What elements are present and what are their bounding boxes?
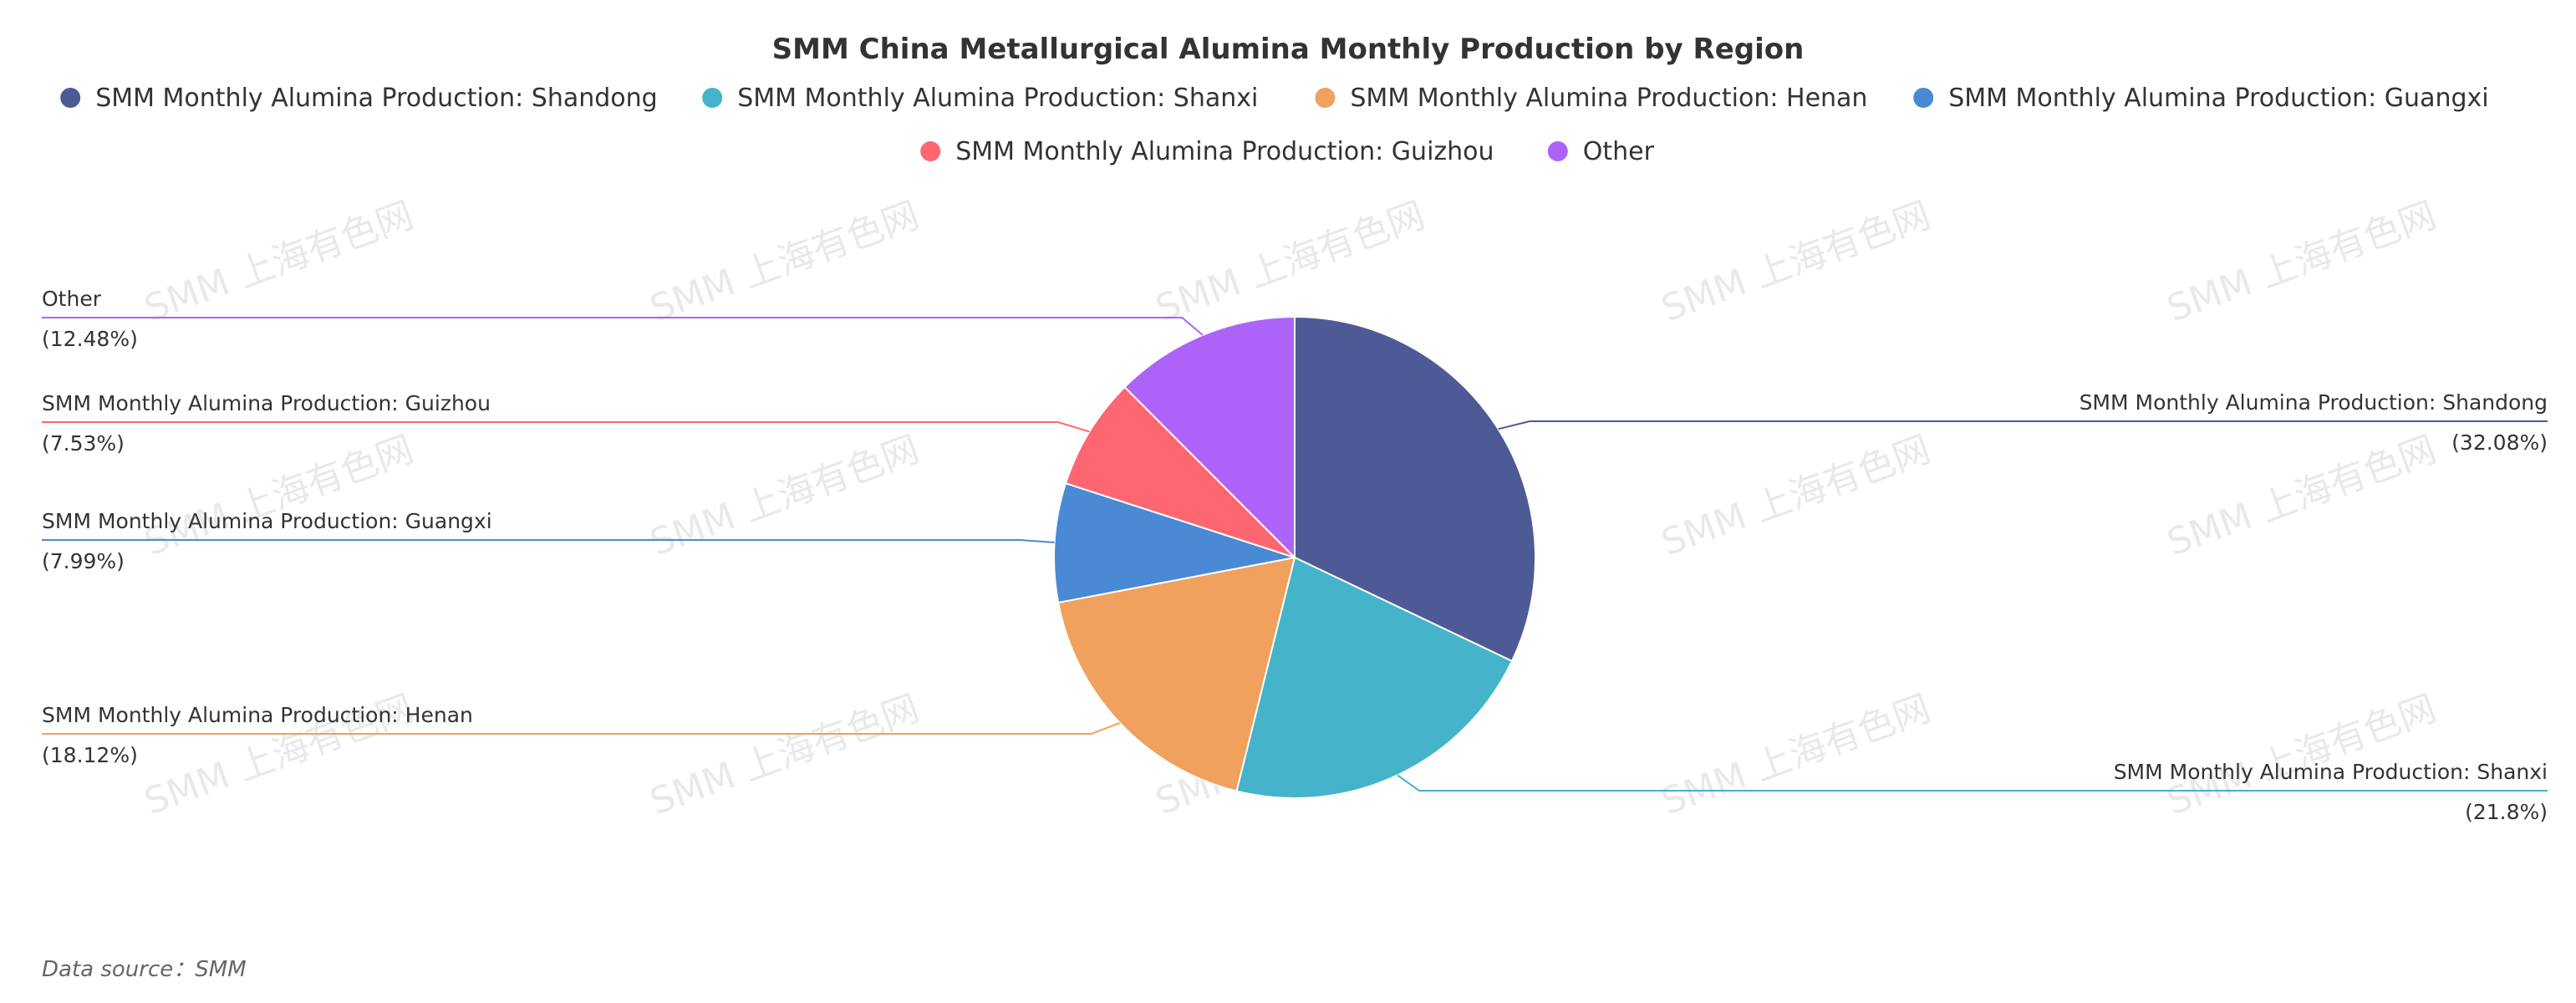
watermark-text: SMM 上海有色网 <box>1656 194 1936 330</box>
watermark-text: SMM 上海有色网 <box>1656 687 1936 823</box>
legend-marker <box>1315 88 1336 108</box>
legend-item[interactable]: SMM Monthly Alumina Production: Guangxi <box>1913 84 2489 113</box>
slice-label-name: SMM Monthly Alumina Production: Shanxi <box>2114 760 2548 784</box>
slice-label-percent: (21.8%) <box>2465 800 2548 824</box>
legend-marker <box>1913 88 1934 108</box>
slice-label-name: SMM Monthly Alumina Production: Henan <box>42 703 473 727</box>
legend-label: Other <box>1583 137 1655 166</box>
legend-label: SMM Monthly Alumina Production: Shandong <box>95 84 658 113</box>
slice-label-percent: (12.48%) <box>42 327 138 351</box>
slice-label-percent: (32.08%) <box>2451 430 2548 455</box>
pie-slice[interactable] <box>1235 556 1514 800</box>
leader-lines <box>42 317 2548 792</box>
watermark-text: SMM 上海有色网 <box>644 687 924 823</box>
legend-item[interactable]: SMM Monthly Alumina Production: Henan <box>1315 84 1867 113</box>
legend-item[interactable]: SMM Monthly Alumina Production: Shanxi <box>702 84 1258 113</box>
legend-marker <box>920 141 941 161</box>
watermark-text: SMM 上海有色网 <box>139 428 419 564</box>
legend-label: SMM Monthly Alumina Production: Shanxi <box>737 84 1258 113</box>
legend-item[interactable]: SMM Monthly Alumina Production: Guizhou <box>920 137 1494 166</box>
pie-slices <box>1053 315 1536 800</box>
slice-label-percent: (18.12%) <box>42 743 138 767</box>
legend-marker <box>60 88 81 108</box>
pie-slice[interactable] <box>1053 481 1296 604</box>
pie-slice[interactable] <box>1123 315 1296 560</box>
legend-item[interactable]: Other <box>1547 137 1655 166</box>
watermark-text: SMM 上海有色网 <box>139 194 419 330</box>
watermark-text: SMM 上海有色网 <box>2161 428 2441 564</box>
legend: SMM Monthly Alumina Production: Shandong… <box>60 84 2489 166</box>
leader-line <box>42 539 1055 544</box>
leader-line <box>1397 774 2548 792</box>
watermark-text: SMM 上海有色网 <box>1150 194 1430 330</box>
leader-line <box>42 421 1090 433</box>
watermark-text: SMM 上海有色网 <box>644 194 924 330</box>
legend-label: SMM Monthly Alumina Production: Guangxi <box>1948 84 2488 113</box>
watermark-text: SMM 上海有色网 <box>2161 194 2441 330</box>
legend-label: SMM Monthly Alumina Production: Henan <box>1350 84 1867 113</box>
legend-label: SMM Monthly Alumina Production: Guizhou <box>955 137 1494 166</box>
data-source-note: Data source：SMM <box>42 957 247 982</box>
slice-label-name: SMM Monthly Alumina Production: Guizhou <box>42 391 491 415</box>
legend-marker <box>702 88 723 108</box>
slice-label-percent: (7.99%) <box>42 549 125 573</box>
leader-line <box>42 722 1121 735</box>
slice-label-name: Other <box>42 287 102 311</box>
chart-title: SMM China Metallurgical Alumina Monthly … <box>772 33 1805 66</box>
pie-slice[interactable] <box>1064 385 1296 558</box>
slice-label-percent: (7.53%) <box>42 431 125 456</box>
watermark-text: SMM 上海有色网 <box>644 428 924 564</box>
legend-marker <box>1547 141 1568 161</box>
leader-line <box>42 317 1204 336</box>
slice-label-name: SMM Monthly Alumina Production: Guangxi <box>42 509 492 533</box>
watermark-text: SMM 上海有色网 <box>2161 687 2441 823</box>
watermark-text: SMM 上海有色网 <box>1656 428 1936 564</box>
leader-line <box>1498 420 2548 430</box>
pie-slice[interactable] <box>1294 315 1536 663</box>
slice-label-name: SMM Monthly Alumina Production: Shandong <box>2080 390 2548 415</box>
slice-labels: SMM Monthly Alumina Production: Shandong… <box>42 287 2548 824</box>
legend-item[interactable]: SMM Monthly Alumina Production: Shandong <box>60 84 658 113</box>
